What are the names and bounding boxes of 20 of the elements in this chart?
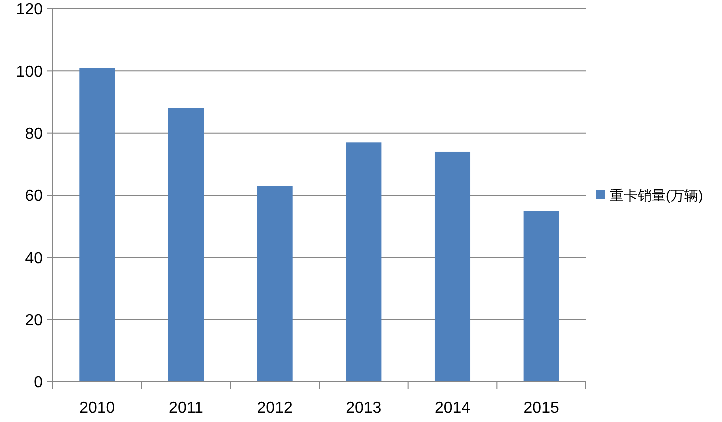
y-tick-label: 120 bbox=[16, 2, 44, 19]
x-tick-label: 2013 bbox=[346, 400, 382, 417]
bar bbox=[346, 142, 382, 382]
bar bbox=[80, 68, 116, 382]
bar bbox=[434, 152, 471, 382]
bar bbox=[168, 108, 204, 382]
bar bbox=[257, 186, 293, 382]
x-tick-label: 2011 bbox=[169, 400, 204, 417]
x-tick-label: 2010 bbox=[80, 400, 116, 417]
y-tick-label: 100 bbox=[16, 64, 44, 81]
x-tick-label: 2015 bbox=[524, 400, 560, 417]
y-tick-label: 80 bbox=[25, 126, 44, 143]
legend-label: 重卡销量(万辆) bbox=[610, 188, 704, 204]
x-tick-label: 2012 bbox=[257, 400, 293, 417]
bar bbox=[524, 211, 560, 382]
y-tick-label: 60 bbox=[25, 188, 44, 206]
x-tick-label: 2014 bbox=[434, 400, 471, 417]
y-tick-label: 20 bbox=[25, 312, 44, 330]
y-tick-label: 0 bbox=[34, 374, 44, 392]
y-tick-label: 40 bbox=[25, 250, 44, 268]
